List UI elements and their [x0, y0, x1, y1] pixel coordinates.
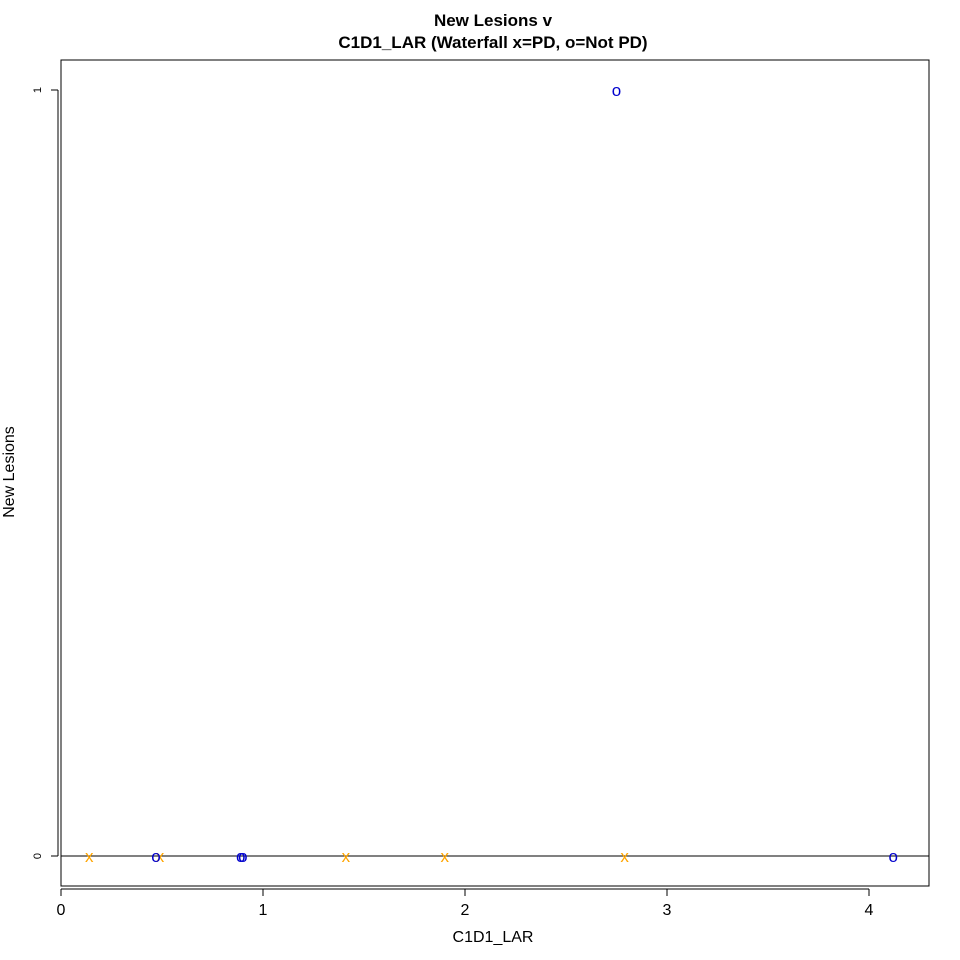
x-tick-label: 2 — [461, 902, 470, 919]
y-tick-label: 0 — [32, 853, 44, 859]
pd-point-marker: x — [156, 847, 165, 866]
not-pd-point-marker: o — [151, 847, 160, 866]
chart-subtitle: C1D1_LAR (Waterfall x=PD, o=Not PD) — [338, 33, 647, 52]
pd-point-marker: x — [342, 847, 351, 866]
x-tick-label: 1 — [259, 902, 268, 919]
x-tick-label: 4 — [865, 902, 874, 919]
not-pd-point-marker: o — [889, 847, 898, 866]
y-axis-label: New Lesions — [1, 426, 18, 518]
y-axis-ticks: 01 — [32, 87, 58, 859]
pd-point-marker: x — [441, 847, 450, 866]
not-pd-point-marker: o — [236, 847, 245, 866]
x-axis-label: C1D1_LAR — [453, 929, 534, 946]
not-pd-point-marker: o — [612, 81, 621, 100]
pd-point-marker: x — [85, 847, 94, 866]
x-tick-label: 0 — [57, 902, 66, 919]
pd-point-marker: x — [620, 847, 629, 866]
not-pd-point-marker: o — [238, 847, 247, 866]
chart-title: New Lesions v — [434, 11, 553, 30]
x-tick-label: 3 — [663, 902, 672, 919]
x-axis-ticks: 0 1 2 3 4 — [57, 889, 874, 919]
plot-frame — [60, 59, 930, 887]
y-tick-label: 1 — [32, 87, 44, 93]
